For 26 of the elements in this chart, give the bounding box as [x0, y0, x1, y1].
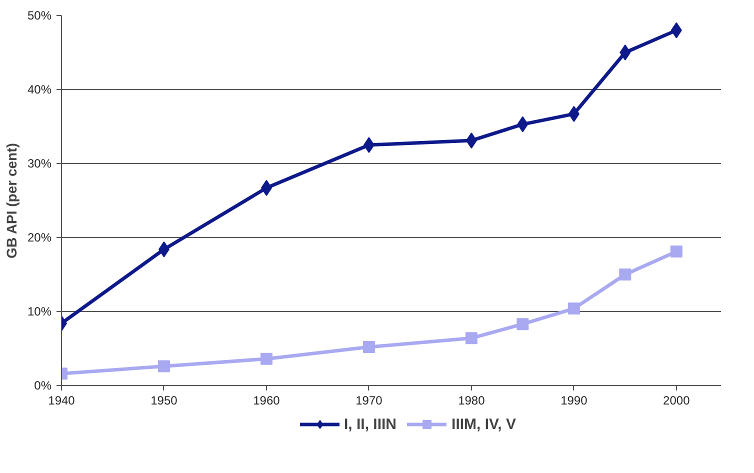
point: [260, 352, 272, 365]
y-axis-title: GB API (per cent): [3, 143, 20, 258]
point: [670, 246, 682, 258]
y-tick-label: 10%: [27, 304, 52, 318]
x-tick-label: 1980: [458, 394, 486, 408]
x-tick-label: 1990: [560, 394, 588, 408]
x-tick-label: 2000: [663, 394, 690, 408]
point: [363, 137, 374, 153]
y-tick-label: 50%: [27, 8, 52, 22]
point: [568, 302, 580, 315]
y-tick-label: 30%: [27, 156, 52, 170]
point: [465, 332, 478, 344]
x-tick-label: 1950: [150, 394, 178, 408]
y-tick-label: 0%: [34, 378, 52, 392]
point: [620, 44, 631, 60]
x-tick-label: 1940: [48, 394, 76, 408]
x-tick-label: 1970: [356, 394, 383, 408]
legend-label: I, II, IIIN: [344, 416, 397, 432]
point: [516, 318, 529, 330]
y-tick-label: 20%: [27, 230, 52, 244]
point: [158, 360, 170, 372]
legend-label: IIIM, IV, V: [452, 416, 516, 432]
x-tick-label: 1960: [253, 394, 280, 408]
y-tick-label: 40%: [27, 82, 52, 96]
point: [619, 268, 632, 280]
point: [362, 341, 375, 354]
